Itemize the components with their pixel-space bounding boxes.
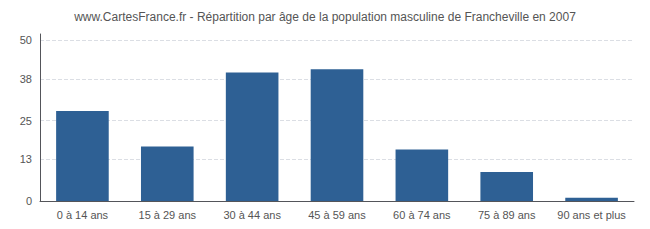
svg-text:0: 0 xyxy=(26,195,32,207)
svg-text:75 à 89 ans: 75 à 89 ans xyxy=(478,209,536,221)
svg-text:0 à 14 ans: 0 à 14 ans xyxy=(57,209,109,221)
svg-text:15 à 29 ans: 15 à 29 ans xyxy=(139,209,197,221)
svg-text:www.CartesFrance.fr - Répartit: www.CartesFrance.fr - Répartition par âg… xyxy=(73,10,576,24)
svg-text:25: 25 xyxy=(20,115,32,127)
svg-text:60 à 74 ans: 60 à 74 ans xyxy=(393,209,451,221)
svg-text:30 à 44 ans: 30 à 44 ans xyxy=(223,209,281,221)
svg-text:90 ans et plus: 90 ans et plus xyxy=(557,209,626,221)
svg-text:50: 50 xyxy=(20,34,32,46)
svg-text:45 à 59 ans: 45 à 59 ans xyxy=(308,209,366,221)
svg-text:38: 38 xyxy=(20,73,32,85)
svg-text:13: 13 xyxy=(20,153,32,165)
